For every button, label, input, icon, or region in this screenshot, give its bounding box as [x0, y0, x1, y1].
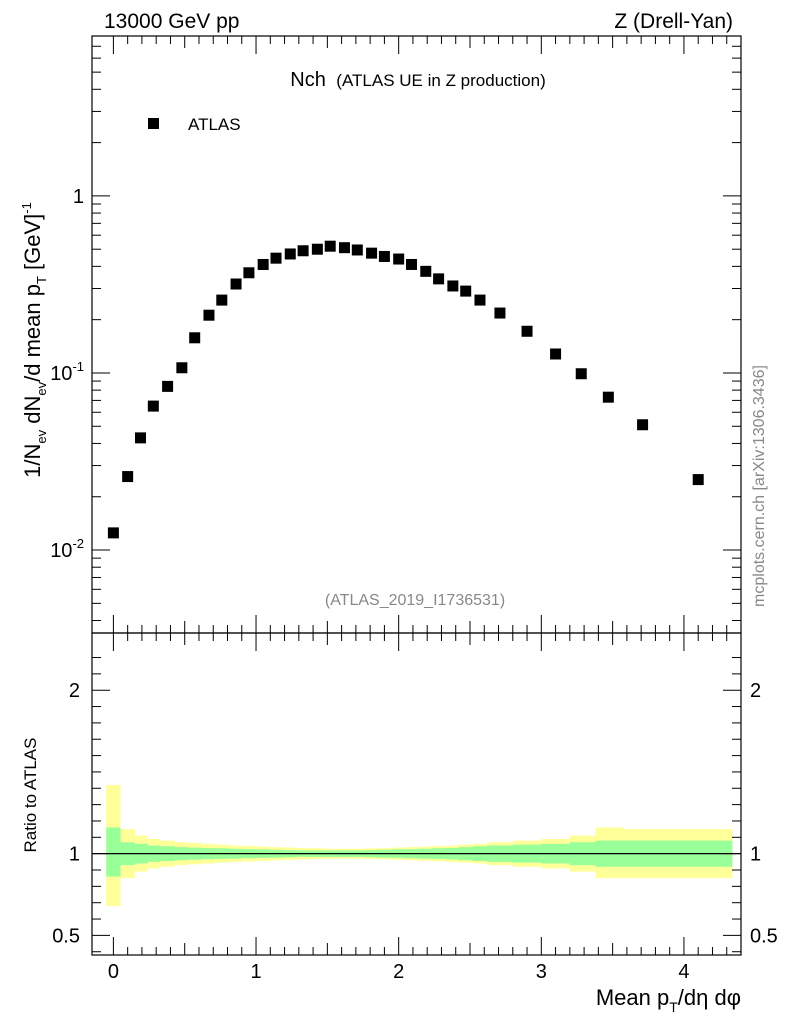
legend-label: ATLAS	[188, 115, 241, 134]
data-point	[297, 245, 309, 257]
plot-title-sub: (ATLAS UE in Z production)	[336, 71, 545, 90]
data-point	[122, 471, 134, 483]
data-point	[494, 307, 506, 319]
x-tick-label: 0	[108, 961, 119, 983]
data-point	[176, 362, 188, 374]
data-point	[474, 294, 486, 306]
main-y-tick-label: 1	[73, 186, 84, 208]
data-point	[284, 248, 296, 260]
data-point	[692, 474, 704, 486]
x-tick-label: 4	[678, 961, 689, 983]
data-point	[550, 348, 562, 360]
data-point	[602, 391, 614, 403]
plot-title-main: Nch	[290, 69, 326, 91]
ratio-bands	[106, 785, 733, 906]
main-x-axis	[112, 36, 728, 633]
data-point	[216, 294, 228, 306]
ratio-y-tick-label-right: 1	[750, 844, 761, 866]
data-point	[447, 280, 459, 292]
data-point	[433, 273, 445, 285]
ratio-y-tick-label-right: 2	[750, 680, 761, 702]
ratio-y-tick-label: 0.5	[52, 925, 80, 947]
data-point	[324, 240, 336, 252]
analysis-id: (ATLAS_2019_I1736531)	[325, 592, 505, 609]
legend-marker	[148, 118, 159, 129]
data-point	[311, 243, 323, 255]
data-point	[162, 380, 174, 392]
x-tick-label: 1	[250, 961, 261, 983]
data-point	[393, 253, 405, 265]
data-point	[460, 285, 472, 297]
process-label: Z (Drell-Yan)	[614, 10, 733, 33]
ratio-y-tick-label: 2	[69, 680, 80, 702]
data-point	[230, 278, 242, 290]
data-point	[351, 244, 363, 256]
data-point	[366, 247, 378, 259]
ratio-frame	[91, 632, 742, 956]
data-point	[189, 332, 201, 344]
ratio-band-inner	[106, 827, 733, 877]
data-point	[203, 309, 215, 321]
main-y-tick-label: 10-1	[50, 359, 84, 385]
data-point	[338, 242, 350, 254]
main-y-label: 1/Nev dNev/d mean pT [GeV]-1	[19, 202, 49, 478]
data-point	[637, 419, 649, 431]
energy-label: 13000 GeV pp	[104, 10, 239, 33]
x-tick-label: 3	[536, 961, 547, 983]
ratio-y-label: Ratio to ATLAS	[21, 738, 40, 853]
ratio-y-axis: 0.5 0.5 1 1 2 2	[52, 657, 778, 953]
ratio-y-tick-label-right: 0.5	[750, 925, 778, 947]
source-label: mcplots.cern.ch [arXiv:1306.3436]	[751, 365, 768, 607]
ratio-x-axis: 0 1 2 3 4	[108, 633, 728, 983]
x-axis-title: Mean pT/dη dφ	[596, 985, 741, 1015]
x-tick-label: 2	[393, 961, 404, 983]
data-points	[107, 240, 704, 539]
plot-title: Nch (ATLAS UE in Z production)	[290, 69, 545, 91]
data-point	[521, 325, 533, 337]
data-point	[420, 265, 432, 277]
data-point	[134, 432, 146, 444]
data-point	[406, 258, 418, 270]
ratio-y-tick-label: 1	[69, 844, 80, 866]
data-point	[243, 267, 255, 279]
data-point	[257, 258, 269, 270]
data-point	[147, 400, 159, 412]
data-point	[107, 527, 119, 539]
main-y-tick-label: 10-2	[50, 536, 84, 562]
data-point	[378, 250, 390, 262]
data-point	[575, 368, 587, 380]
main-y-axis: 10-2 10-1 1	[50, 35, 741, 622]
data-point	[270, 252, 282, 264]
